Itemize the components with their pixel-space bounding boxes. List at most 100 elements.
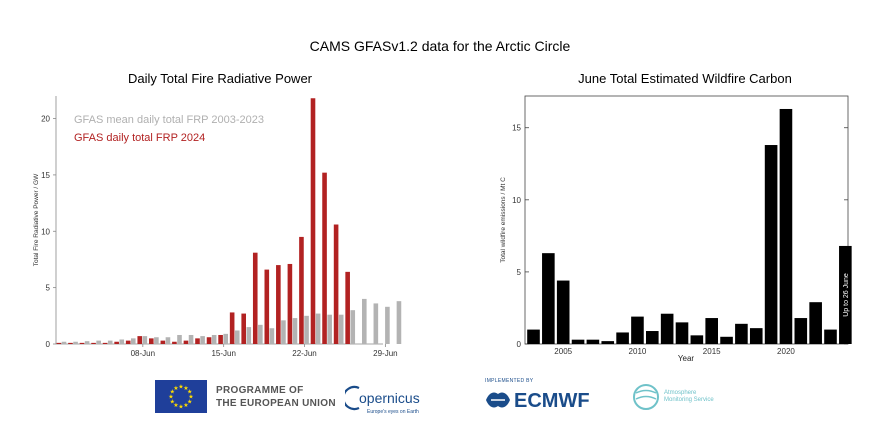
carbon-bar bbox=[586, 339, 600, 344]
frp-2024-bar bbox=[149, 338, 154, 344]
frp-2024-bar bbox=[183, 340, 189, 344]
carbon-bar bbox=[824, 329, 837, 344]
frp-mean-bar bbox=[211, 334, 217, 344]
eu-star-icon: ★ bbox=[187, 399, 192, 406]
frp-mean-bar bbox=[281, 320, 286, 344]
eu-star-icon: ★ bbox=[173, 385, 178, 392]
frp-mean-bar bbox=[165, 337, 171, 344]
carbon-y-tick-label: 15 bbox=[512, 124, 521, 133]
carbon-x-tick-label: 2020 bbox=[777, 347, 795, 356]
frp-2024-bar bbox=[264, 269, 270, 344]
ecmwf-implemented-by: IMPLEMENTED BY bbox=[485, 378, 534, 384]
carbon-bar bbox=[527, 329, 540, 344]
carbon-bar bbox=[705, 318, 718, 344]
carbon-bar bbox=[542, 253, 555, 344]
copernicus-wordmark: opernicus bbox=[359, 390, 420, 406]
eu-line-2: THE EUROPEAN UNION bbox=[216, 398, 336, 409]
figure-title: CAMS GFASv1.2 data for the Arctic Circle bbox=[309, 38, 571, 54]
frp-2024-bar bbox=[56, 342, 62, 344]
cams-logo: Atmosphere Monitoring Service bbox=[633, 384, 714, 410]
carbon-y-tick-label: 10 bbox=[512, 196, 521, 205]
frp-mean-bar bbox=[73, 341, 78, 344]
frp-2024-bar bbox=[79, 342, 85, 344]
frp-bars bbox=[56, 98, 402, 344]
frp-2024-bar bbox=[125, 340, 131, 344]
frp-2024-bar bbox=[287, 263, 293, 344]
carbon-axes: 0 5 10 15 2005 2010 2015 2020 bbox=[512, 95, 849, 356]
frp-mean-bar bbox=[327, 314, 332, 344]
frp-x-tick-label: 22-Jun bbox=[292, 349, 316, 358]
carbon-bar bbox=[749, 328, 763, 344]
frp-mean-bar bbox=[350, 310, 356, 344]
cams-line-2: Monitoring Service bbox=[664, 397, 714, 403]
eu-star-icon: ★ bbox=[168, 394, 173, 401]
frp-mean-bar bbox=[223, 333, 228, 344]
frp-mean-bar bbox=[304, 315, 309, 344]
copernicus-tagline: Europe's eyes on Earth bbox=[367, 409, 419, 415]
frp-y-axis-label: Total Fire Radiative Power / GW bbox=[33, 173, 40, 266]
right-chart-title: June Total Estimated Wildfire Carbon bbox=[578, 71, 792, 86]
frp-2024-bar bbox=[229, 312, 235, 344]
frp-mean-bar bbox=[258, 324, 263, 344]
ecmwf-logo: ECMWF bbox=[486, 390, 590, 412]
frp-x-tick-label: 29-Jun bbox=[373, 349, 397, 358]
frp-2024-bar bbox=[310, 98, 316, 344]
cams-line-1: Atmosphere bbox=[664, 390, 697, 396]
carbon-bar bbox=[839, 245, 852, 344]
frp-2024-bar bbox=[218, 334, 223, 344]
frp-2024-bar bbox=[102, 342, 108, 344]
frp-2024-bar bbox=[322, 172, 327, 344]
carbon-x-tick-label: 2010 bbox=[629, 347, 647, 356]
frp-mean-bar bbox=[96, 340, 101, 344]
frp-mean-bar bbox=[177, 334, 182, 344]
carbon-bar bbox=[556, 280, 570, 344]
frp-mean-bar bbox=[292, 318, 298, 344]
carbon-bar bbox=[601, 341, 615, 344]
frp-mean-bar bbox=[200, 336, 205, 344]
frp-mean-bar bbox=[338, 314, 344, 344]
frp-2024-bar bbox=[68, 342, 73, 344]
frp-y-tick-label: 5 bbox=[46, 284, 51, 293]
ecmwf-wave-icon bbox=[486, 392, 510, 408]
frp-2024-bar bbox=[345, 271, 350, 344]
ecmwf-wordmark: ECMWF bbox=[514, 390, 590, 412]
carbon-bar bbox=[571, 339, 585, 344]
frp-mean-bar bbox=[61, 341, 67, 344]
carbon-bar bbox=[690, 335, 704, 344]
frp-mean-bar bbox=[188, 334, 194, 344]
carbon-bar bbox=[720, 336, 733, 344]
frp-x-tick-label: 15-Jun bbox=[211, 349, 235, 358]
carbon-bar bbox=[735, 323, 748, 344]
carbon-bars bbox=[527, 108, 852, 344]
frp-2024-bar bbox=[252, 252, 258, 344]
frp-y-tick-label: 10 bbox=[41, 227, 50, 236]
eu-star-icon: ★ bbox=[178, 384, 183, 391]
frp-mean-bar bbox=[84, 341, 90, 344]
carbon-x-tick-label: 2005 bbox=[554, 347, 572, 356]
carbon-y-tick-label: 5 bbox=[517, 268, 522, 277]
carbon-bar bbox=[794, 318, 808, 344]
carbon-bar bbox=[764, 145, 778, 344]
eu-star-icon: ★ bbox=[170, 399, 175, 406]
frp-2024-bar bbox=[299, 236, 304, 344]
frp-y-tick-label: 0 bbox=[46, 340, 51, 349]
carbon-bar bbox=[616, 332, 629, 344]
left-chart-title: Daily Total Fire Radiative Power bbox=[128, 71, 312, 86]
legend-mean-label: GFAS mean daily total FRP 2003-2023 bbox=[74, 114, 264, 126]
frp-2024-bar bbox=[333, 224, 339, 344]
carbon-bar bbox=[675, 322, 689, 344]
carbon-bar bbox=[646, 331, 659, 344]
eu-star-icon: ★ bbox=[188, 394, 193, 401]
frp-2024-bar bbox=[91, 342, 96, 344]
frp-2024-bar bbox=[276, 265, 281, 344]
frp-2024-bar bbox=[114, 341, 119, 344]
frp-2024-bar bbox=[195, 338, 200, 344]
carbon-plot-frame bbox=[524, 95, 849, 345]
eu-star-icon: ★ bbox=[170, 389, 175, 396]
carbon-y-tick-label: 0 bbox=[517, 340, 522, 349]
frp-mean-bar bbox=[246, 327, 252, 344]
frp-mean-bar bbox=[107, 340, 113, 344]
frp-mean-bar bbox=[131, 338, 136, 344]
